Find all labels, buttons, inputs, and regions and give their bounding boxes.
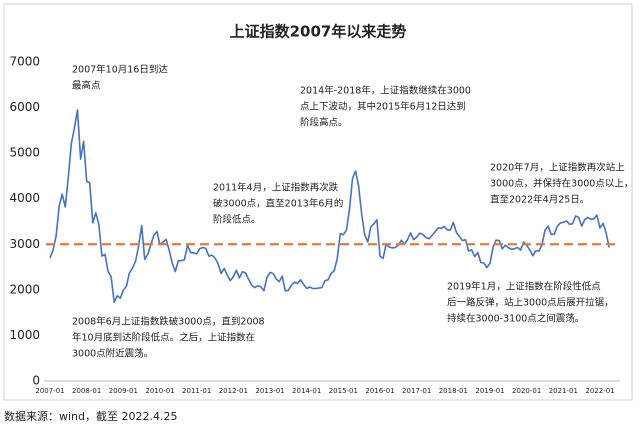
x-tick-label: 2009-01 [109,387,138,395]
annotation: 直至2022年4月25日。 [490,194,589,206]
index-line [49,109,610,303]
y-tick-label: 0 [32,374,40,388]
annotation: 2020年7月，上证指数再次站上 [490,162,625,174]
x-tick-label: 2018-01 [439,387,468,395]
x-tick-label: 2012-01 [219,387,248,395]
y-tick-label: 5000 [9,146,40,160]
x-tick-label: 2007-01 [35,387,64,395]
annotation: 后一路反弹，站上3000点后展开拉锯， [447,297,614,309]
x-tick-label: 2013-01 [255,387,284,395]
y-tick-label: 2000 [9,282,40,296]
x-tick-label: 2017-01 [402,387,431,395]
y-tick-label: 1000 [9,328,40,342]
x-tick-label: 2010-01 [145,387,174,395]
annotation: 2019年1月，上证指数在阶段性低点 [447,281,601,293]
annotation: 年10月底到达阶段低点。之后，上证指数在 [72,332,255,344]
source-note: 数据来源：wind，截至 2022.4.25 [4,409,178,423]
annotation: 2007年10月16日到达 [72,64,168,76]
chart-frame [3,3,633,401]
annotation: 2011年4月，上证指数再次跌 [213,182,339,194]
annotation: 阶段低点。 [213,214,261,226]
annotation: 2014年-2018年，上证指数继续在3000 [300,85,471,97]
annotation: 阶段高点。 [300,117,348,129]
x-tick-label: 2011-01 [182,387,211,395]
x-tick-label: 2016-01 [365,387,394,395]
x-tick-label: 2015-01 [329,387,358,395]
x-tick-label: 2020-01 [512,387,541,395]
x-tick-label: 2008-01 [72,387,101,395]
annotation: 3000点，并保持在3000点以上， [490,178,633,190]
annotation: 2008年6月上证指数跌破3000点，直到2008 [72,316,265,328]
y-tick-label: 4000 [9,191,40,205]
x-tick-label: 2021-01 [549,387,578,395]
annotation: 最高点 [72,80,101,92]
chart-title: 上证指数2007年以来走势 [230,23,407,41]
x-tick-label: 2022-01 [585,387,614,395]
x-tick-label: 2014-01 [292,387,321,395]
y-tick-label: 6000 [9,100,40,114]
y-tick-label: 7000 [9,55,40,69]
x-tick-label: 2019-01 [475,387,504,395]
y-tick-label: 3000 [9,237,40,251]
annotation: 持续在3000-3100点之间震荡。 [447,313,584,325]
annotation: 破3000点，直至2013年6月的 [213,198,343,210]
annotation: 点上下波动，其中2015年6月12日达到 [300,101,466,113]
annotation: 3000点附近震荡。 [72,348,153,360]
